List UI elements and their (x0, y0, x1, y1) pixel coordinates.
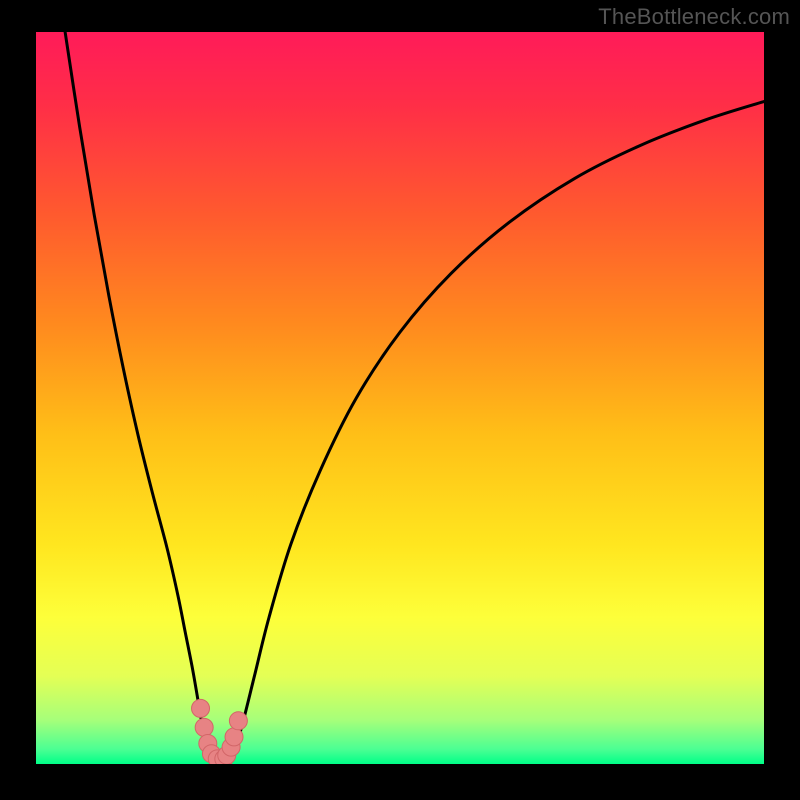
datapoint-9 (229, 712, 247, 730)
bottleneck-chart (36, 32, 764, 764)
datapoint-0 (192, 699, 210, 717)
datapoint-1 (195, 718, 213, 736)
datapoint-8 (225, 728, 243, 746)
stage: TheBottleneck.com (0, 0, 800, 800)
datapoint-layer (36, 32, 764, 764)
watermark-text: TheBottleneck.com (598, 4, 790, 30)
